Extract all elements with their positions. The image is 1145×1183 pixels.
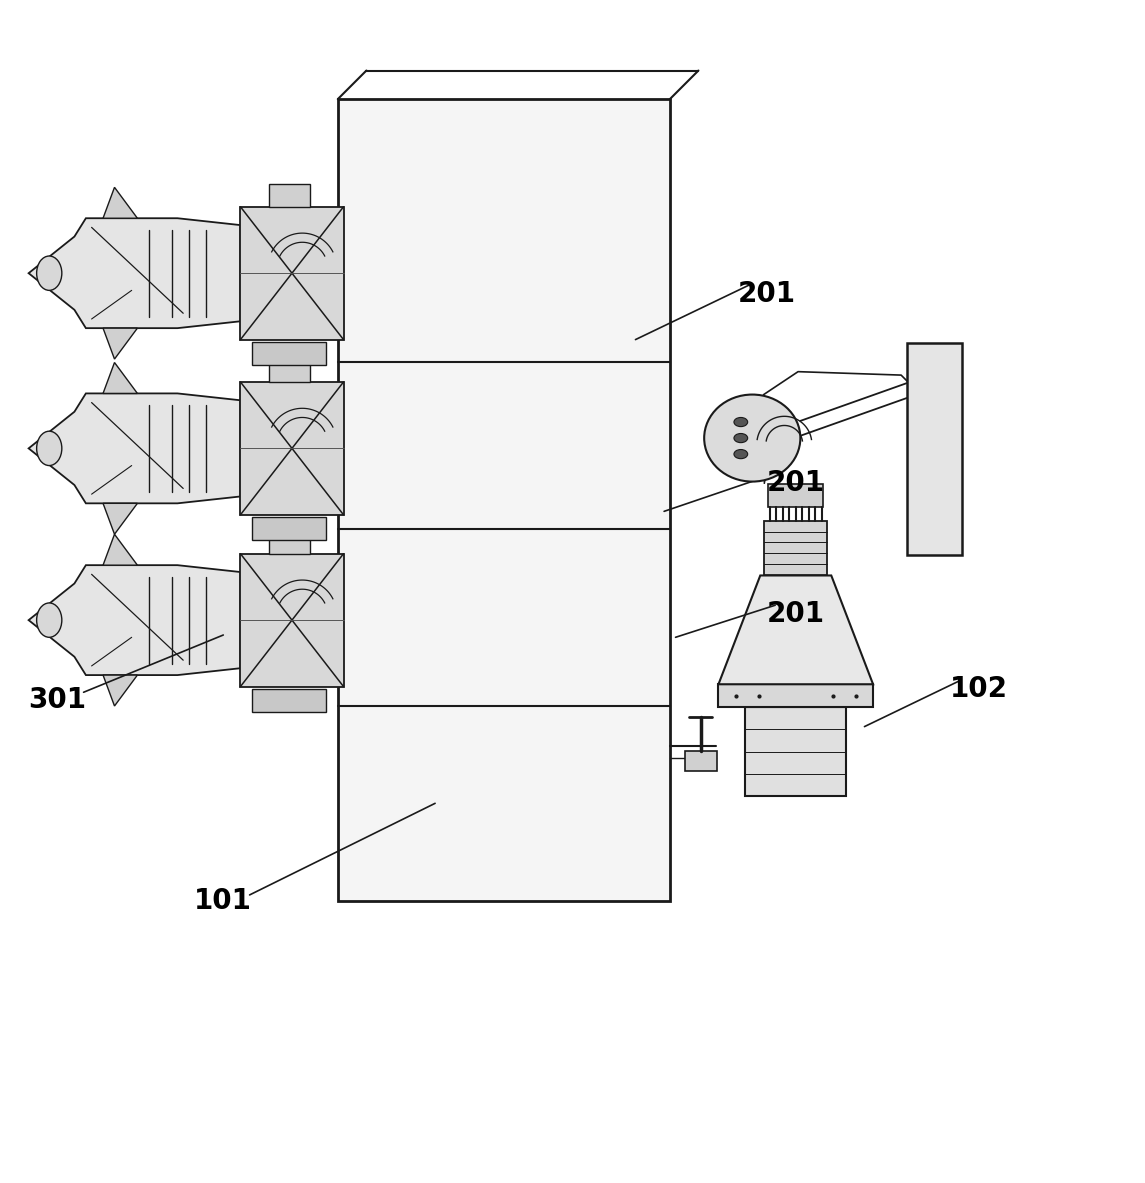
Bar: [252, 517, 326, 539]
Polygon shape: [29, 565, 240, 675]
Text: 301: 301: [29, 686, 86, 715]
Polygon shape: [719, 575, 874, 684]
Polygon shape: [103, 503, 137, 535]
Polygon shape: [103, 675, 137, 706]
Text: 201: 201: [767, 601, 824, 628]
Bar: [240, 207, 344, 340]
Bar: [252, 689, 326, 712]
Bar: [269, 183, 310, 207]
Ellipse shape: [734, 433, 748, 442]
Bar: [269, 531, 310, 554]
Bar: [252, 342, 326, 364]
Bar: [240, 554, 344, 686]
Bar: [719, 684, 874, 707]
Polygon shape: [103, 362, 137, 394]
Bar: [338, 99, 670, 900]
Polygon shape: [29, 394, 240, 503]
Text: 201: 201: [739, 280, 796, 308]
Bar: [907, 343, 962, 555]
Text: 201: 201: [767, 468, 824, 497]
Bar: [768, 484, 823, 506]
Polygon shape: [103, 187, 137, 218]
Text: 101: 101: [195, 886, 252, 914]
Ellipse shape: [37, 431, 62, 466]
Bar: [685, 751, 717, 771]
Ellipse shape: [37, 603, 62, 638]
Polygon shape: [103, 535, 137, 565]
Polygon shape: [103, 328, 137, 360]
Polygon shape: [765, 421, 791, 484]
Bar: [240, 382, 344, 515]
Ellipse shape: [734, 418, 748, 427]
Ellipse shape: [704, 395, 800, 481]
Bar: [745, 707, 846, 796]
Text: 102: 102: [950, 674, 1008, 703]
Ellipse shape: [734, 450, 748, 459]
Polygon shape: [29, 218, 240, 328]
Bar: [269, 360, 310, 382]
Ellipse shape: [37, 256, 62, 290]
Bar: [765, 521, 827, 575]
